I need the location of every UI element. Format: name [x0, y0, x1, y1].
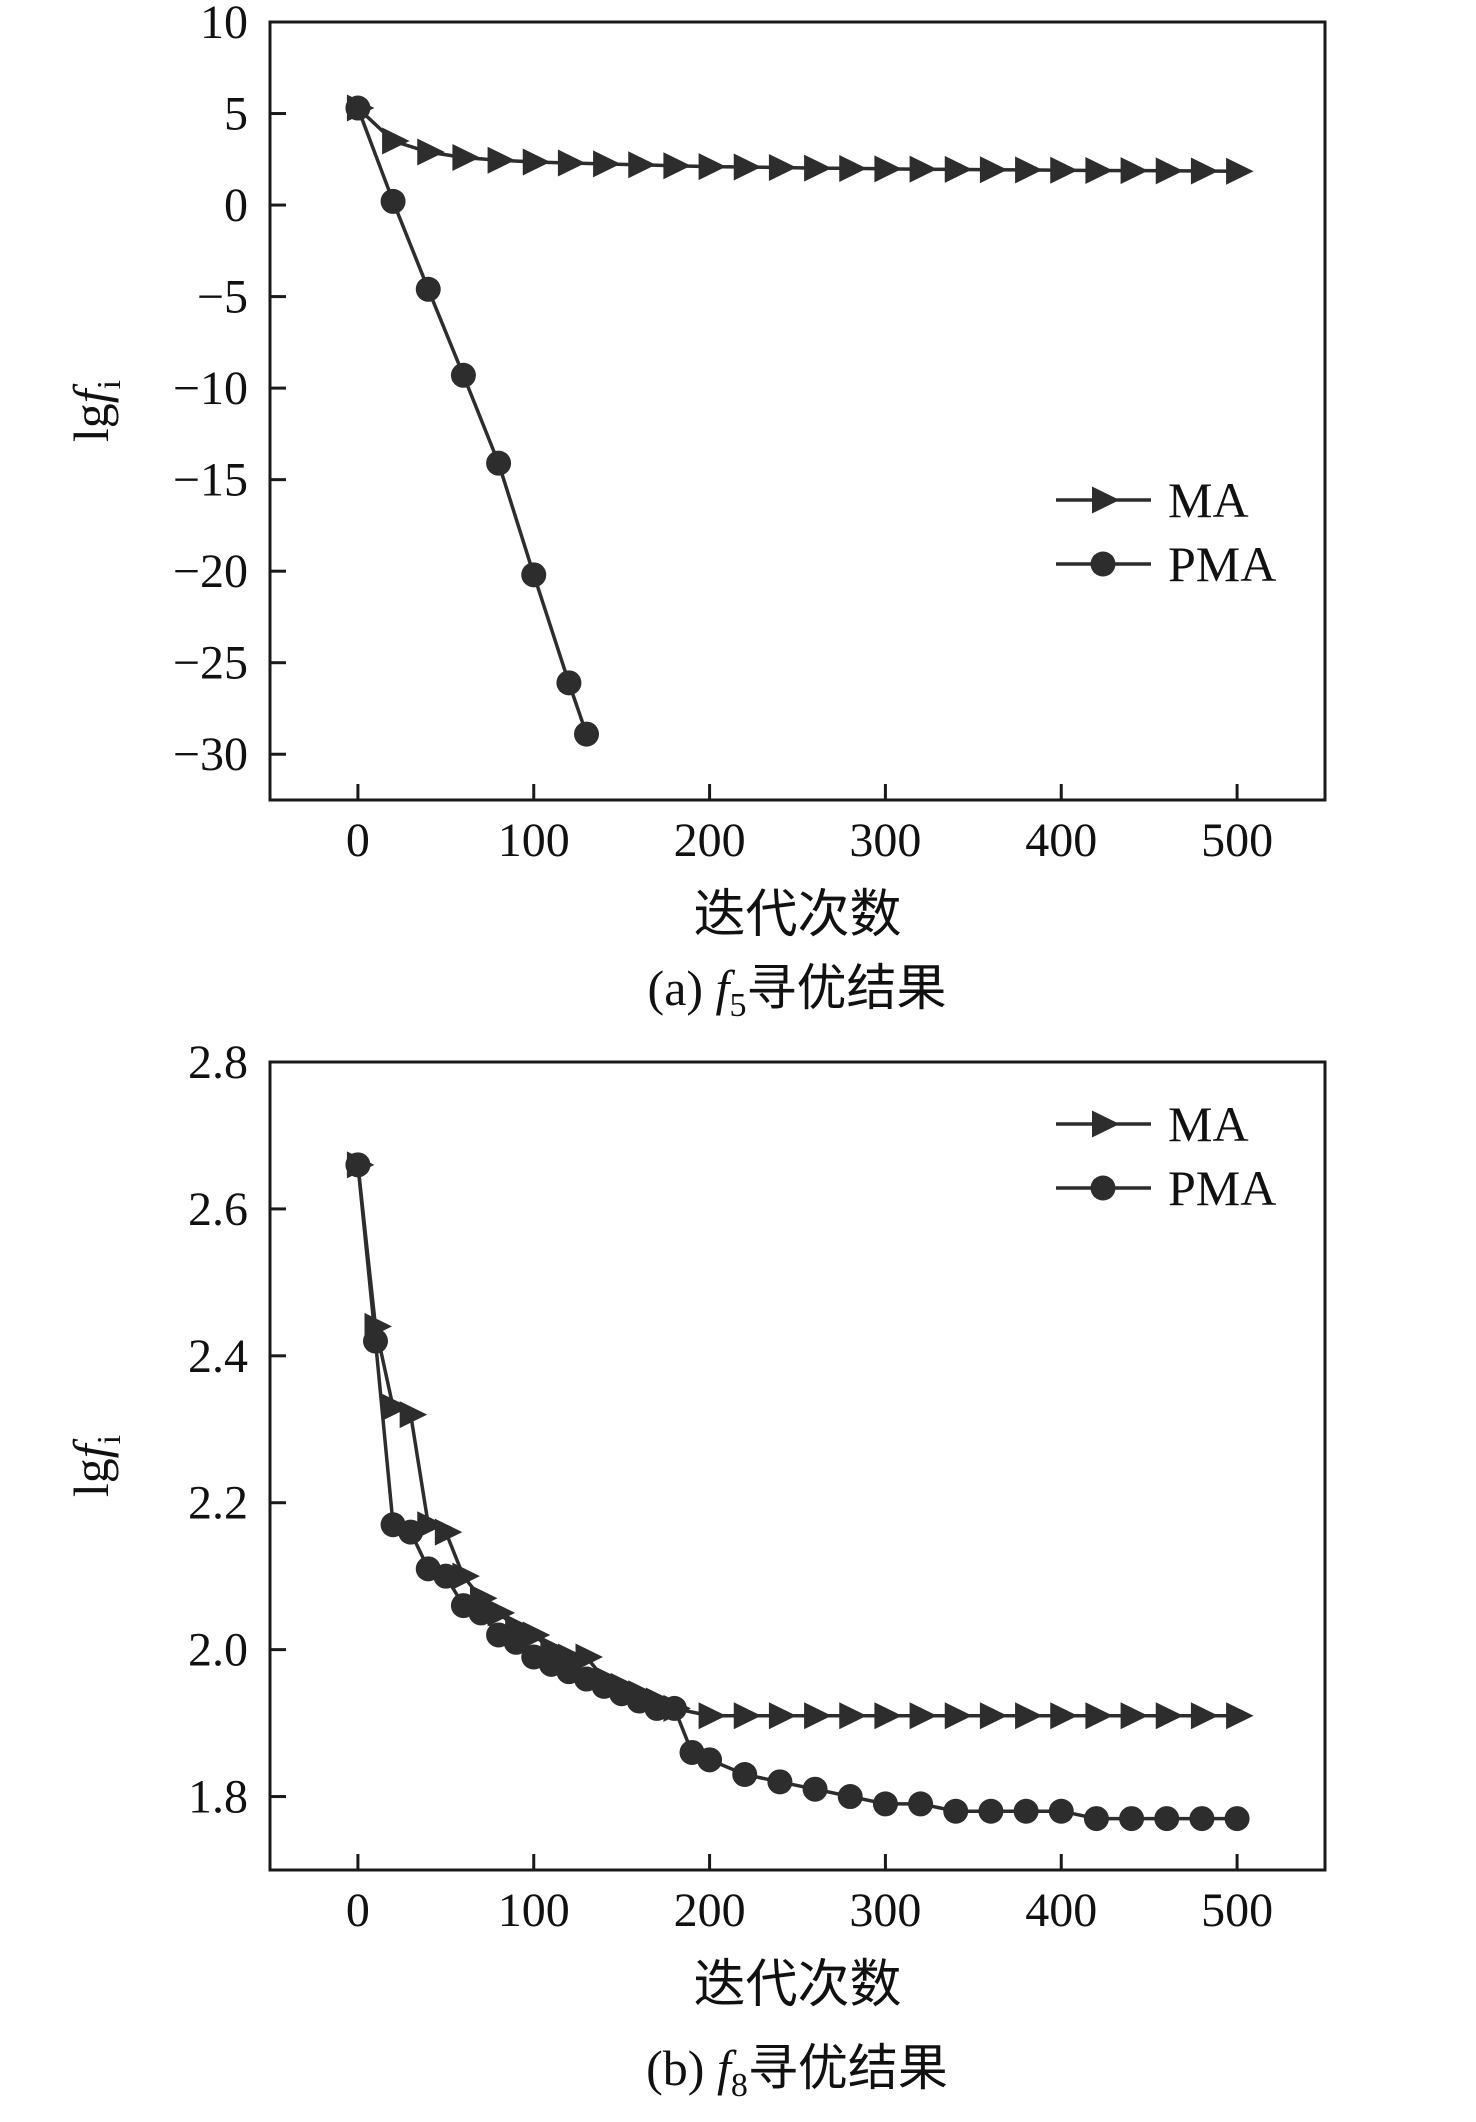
axis-ticks: 0 100 200 300 400 500 2.8 2.6 2.4 2.2 2.0 1.8 — [188, 1036, 1273, 1937]
y-tick-label: −30 — [173, 728, 248, 781]
axes-box — [268, 20, 1327, 802]
x-tick-label: 200 — [674, 1884, 746, 1937]
y-tick-label: 2.0 — [188, 1624, 248, 1677]
x-tick-label: 300 — [849, 814, 921, 867]
legend-label: PMA — [1168, 536, 1276, 592]
y-axis-label: lgfi — [63, 1435, 128, 1497]
figure-f8: 0 100 200 300 400 500 2.8 2.6 2.4 2.2 2.0 1.8 迭代次数 lg… — [0, 1032, 1476, 2112]
y-tick-label: −25 — [173, 637, 248, 690]
caption-a-function-symbol: f — [715, 960, 730, 1016]
x-tick-label: 100 — [498, 1884, 570, 1937]
x-tick-label: 400 — [1025, 1884, 1097, 1937]
chart-a-plot: 0 100 200 300 400 500 10 5 0 −5 −10 −15 −20 −25 −30 迭代次… — [63, 0, 1327, 944]
x-axis-label: 迭代次数 — [693, 887, 901, 944]
y-tick-label: 0 — [224, 179, 248, 232]
figure-f5: 0 100 200 300 400 500 10 5 0 −5 −10 −15 −20 −25 −30 迭代次… — [0, 0, 1476, 1032]
legend-entry-PMA: PMA — [1056, 1160, 1276, 1216]
caption-a-suffix: 寻优结果 — [746, 960, 947, 1016]
x-tick-label: 0 — [346, 1884, 370, 1937]
series-PMA — [345, 95, 599, 747]
y-tick-label: 5 — [224, 88, 248, 141]
x-tick-label: 300 — [849, 1884, 921, 1937]
y-tick-label: −15 — [173, 454, 248, 507]
x-tick-label: 500 — [1201, 814, 1273, 867]
y-axis-label: lgfi — [63, 380, 128, 442]
chart-a-caption: (a) f5寻优结果 — [0, 952, 1476, 1032]
y-tick-label: 10 — [200, 0, 248, 49]
series-MA — [346, 1151, 1254, 1730]
series-PMA-line — [356, 107, 589, 735]
y-tick-label: 2.6 — [188, 1183, 248, 1236]
y-tick-label: −5 — [197, 271, 248, 324]
axis-ticks: 0 100 200 300 400 500 10 5 0 −5 −10 −15 −20 −25 −30 — [173, 0, 1273, 867]
series-MA — [346, 94, 1254, 185]
x-tick-label: 100 — [498, 814, 570, 867]
legend-entry-MA: MA — [1056, 472, 1249, 528]
legend-entry-MA: MA — [1056, 1096, 1249, 1152]
y-tick-label: 2.4 — [188, 1330, 248, 1383]
legend-label: MA — [1168, 472, 1249, 528]
y-tick-label: 2.8 — [188, 1036, 248, 1089]
series-PMA-line — [356, 1164, 1238, 1821]
y-tick-label: 1.8 — [188, 1771, 248, 1824]
chart-b-plot: 0 100 200 300 400 500 2.8 2.6 2.4 2.2 2.0 1.8 迭代次数 lg… — [63, 1036, 1327, 2014]
caption-a-prefix: (a) — [647, 960, 716, 1016]
x-tick-label: 0 — [346, 814, 370, 867]
x-axis-label: 迭代次数 — [693, 1957, 901, 2014]
axes-box — [268, 1060, 1327, 1872]
legend-entry-PMA: PMA — [1056, 536, 1276, 592]
x-tick-label: 500 — [1201, 1884, 1273, 1937]
y-tick-label: −10 — [173, 362, 248, 415]
caption-b-function-symbol: f — [716, 2040, 731, 2096]
chart-b-caption: (b) f8寻优结果 — [0, 2032, 1476, 2112]
legend-label: PMA — [1168, 1160, 1276, 1216]
y-tick-label: −20 — [173, 545, 248, 598]
caption-b-function-subscript: 8 — [730, 2067, 748, 2104]
caption-a-function-subscript: 5 — [729, 987, 747, 1024]
legend-label: MA — [1168, 1096, 1249, 1152]
caption-b-suffix: 寻优结果 — [747, 2040, 948, 2096]
series-PMA — [345, 1152, 1250, 1832]
x-tick-label: 400 — [1025, 814, 1097, 867]
x-tick-label: 200 — [674, 814, 746, 867]
caption-b-prefix: (b) — [646, 2040, 717, 2096]
y-tick-label: 2.2 — [188, 1477, 248, 1530]
